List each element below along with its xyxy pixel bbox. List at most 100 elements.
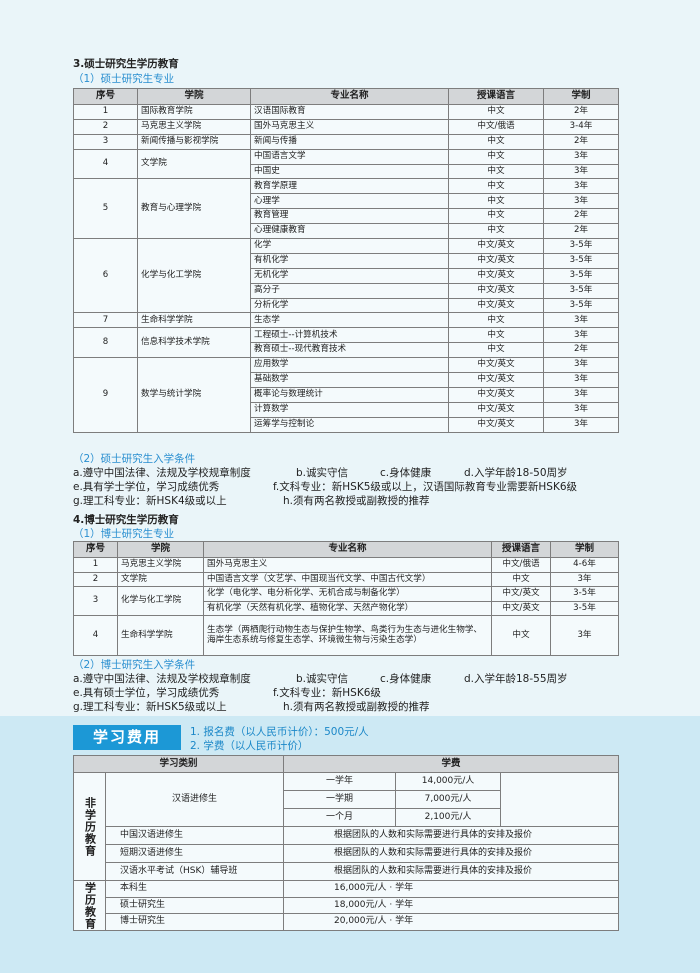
- duration-cell: 2年: [543, 133, 619, 150]
- category-cell: 中国汉语进修生: [104, 826, 285, 845]
- blank-cell: [500, 772, 620, 827]
- section-subheading: （2）硕士研究生入学条件: [73, 453, 196, 465]
- language-cell: 中文: [448, 312, 544, 329]
- table-row: 3 新闻传播与影视学院 新闻与传播 中文 2年: [73, 133, 619, 150]
- requirement-item: e.具有硕士学位，学习成绩优秀: [73, 687, 220, 699]
- table-row: 2 文学院 中国语言文学（文艺学、中国现当代文学、中国古代文学） 中文 3年: [73, 571, 619, 587]
- header-cell: 专业名称: [203, 541, 492, 558]
- table-row: 计算数学 中文/英文 3年: [74, 401, 619, 418]
- language-cell: 中文: [448, 148, 544, 165]
- fee-cell: 2,100元/人: [395, 808, 502, 827]
- major-cell: 新闻与传播: [250, 133, 449, 150]
- major-cell: 中国语言文学: [250, 148, 449, 165]
- fee-row: 非学历教育 汉语进修生 一学年 14,000元/人: [73, 772, 620, 881]
- major-cell: 生态学: [250, 312, 449, 329]
- language-cell: 中文/英文: [448, 252, 544, 269]
- table-row: 概率论与数理统计 中文/英文 3年: [74, 386, 619, 403]
- fee-cell: 根据团队的人数和实际需要进行具体的安排及报价: [283, 862, 620, 881]
- major-cell: 应用数学: [250, 357, 449, 374]
- duration-cell: 3年: [543, 327, 619, 344]
- section-subheading: （2）博士研究生入学条件: [73, 659, 196, 671]
- college-cell: 马克思主义学院: [137, 118, 251, 135]
- duration-cell: 2年: [543, 223, 619, 240]
- language-cell: 中文/英文: [491, 600, 551, 616]
- requirement-item: d.入学年龄18-50周岁: [464, 467, 568, 479]
- table-row: 心理健康教育 中文 2年: [74, 223, 619, 240]
- duration-cell: 3年: [543, 416, 619, 433]
- requirement-line: g.理工科专业：新HSK4级或以上 h.须有两名教授或副教授的推荐: [73, 493, 633, 507]
- category-cell: 短期汉语进修生: [104, 844, 285, 863]
- fee-cell: 根据团队的人数和实际需要进行具体的安排及报价: [283, 826, 620, 845]
- language-cell: 中文: [448, 327, 544, 344]
- college-cell: 生命科学学院: [117, 615, 204, 656]
- table-row: 9 数学与统计学院 应用数学 中文/英文 3年: [73, 357, 619, 433]
- major-cell: 生态学（两栖爬行动物生态与保护生物学、鸟类行为生态与进化生物学、海岸生态系统与修…: [203, 615, 492, 656]
- major-cell: 高分子: [250, 282, 449, 299]
- duration-cell: 3年: [543, 193, 619, 210]
- fee-row: 博士研究生 20,000元/人 · 学年: [74, 913, 620, 932]
- table-body: 学习类别 学费 非学历教育 汉语进修生 一学年 14,000元/人 一学期 7,000元/人一…: [72, 755, 620, 932]
- requirement-line: a.遵守中国法律、法规及学校规章制度 b.诚实守信 c.身体健康 d.入学年龄18-5…: [73, 671, 633, 685]
- major-cell: 汉语国际教育: [250, 104, 449, 120]
- language-cell: 中文: [448, 133, 544, 150]
- language-cell: 中文/英文: [491, 586, 551, 602]
- duration-cell: 3-5年: [543, 282, 619, 299]
- requirement-item: a.遵守中国法律、法规及学校规章制度: [73, 467, 251, 479]
- header-cell: 学院: [137, 88, 251, 105]
- table-row: 6 化学与化工学院 化学 中文/英文 3-5年: [73, 238, 619, 314]
- number-cell: 3: [73, 586, 118, 616]
- header-cell: 学制: [543, 88, 619, 105]
- duration-cell: 3-4年: [543, 118, 619, 135]
- language-cell: 中文: [491, 571, 551, 587]
- language-cell: 中文/俄语: [491, 557, 551, 573]
- language-cell: 中文/英文: [448, 386, 544, 403]
- fee-row: 短期汉语进修生 根据团队的人数和实际需要进行具体的安排及报价: [74, 844, 620, 863]
- requirement-item: b.诚实守信: [296, 673, 349, 685]
- requirement-item: c.身体健康: [380, 673, 432, 685]
- duration-cell: 4-6年: [550, 557, 619, 573]
- major-cell: 教育学原理: [250, 178, 449, 195]
- number-cell: 2: [73, 118, 138, 135]
- duration-cell: 3年: [550, 615, 619, 656]
- duration-cell: 3年: [543, 372, 619, 388]
- requirement-item: g.理工科专业：新HSK4级或以上: [73, 495, 227, 507]
- number-cell: 8: [73, 327, 138, 359]
- program-table: 序号 学院 专业名称 授课语言 学制 1 马克思主义学院 国外马克思主义 中文/俄语 4-6年 2 文…: [73, 541, 619, 656]
- table-row: 无机化学 中文/英文 3-5年: [74, 267, 619, 284]
- major-cell: 无机化学: [250, 267, 449, 284]
- major-cell: 基础数学: [250, 372, 449, 388]
- major-cell: 概率论与数理统计: [250, 386, 449, 403]
- language-cell: 中文: [491, 615, 551, 656]
- table-row: 4 生命科学学院 生态学（两栖爬行动物生态与保护生物学、鸟类行为生态与进化生物学、海…: [73, 615, 619, 656]
- major-cell: 中国语言文学（文艺学、中国现当代文学、中国古代文学）: [203, 571, 492, 587]
- major-cell: 运筹学与控制论: [250, 416, 449, 433]
- duration-cell: 3-5年: [543, 252, 619, 269]
- major-cell: 心理健康教育: [250, 223, 449, 240]
- major-cell: 有机化学: [250, 252, 449, 269]
- table-row: 2 马克思主义学院 国外马克思主义 中文/俄语 3-4年: [73, 118, 619, 135]
- college-cell: 数学与统计学院: [137, 357, 251, 433]
- college-cell: 生命科学学院: [137, 312, 251, 329]
- duration-cell: 3年: [543, 401, 619, 418]
- requirement-item: b.诚实守信: [296, 467, 349, 479]
- requirement-item: d.入学年龄18-55周岁: [464, 673, 568, 685]
- fee-note: 1. 报名费（以人民币计价）：500元/人: [190, 726, 369, 738]
- duration-cell: 3-5年: [550, 600, 619, 616]
- duration-cell: 2年: [543, 104, 619, 120]
- fee-badge: 学习费用: [73, 725, 181, 750]
- table-row: 7 生命科学学院 生态学 中文 3年: [73, 312, 619, 329]
- requirement-item: h.须有两名教授或副教授的推荐: [283, 495, 430, 507]
- major-cell: 心理学: [250, 193, 449, 210]
- table-body: 序号 学院 专业名称 授课语言 学制 1 马克思主义学院 国外马克思主义 中文/俄语 4-6年 2 文…: [73, 541, 619, 656]
- fee-row: 硕士研究生 18,000元/人 · 学年: [74, 896, 620, 915]
- number-cell: 5: [73, 178, 138, 240]
- header-cell: 授课语言: [491, 541, 551, 558]
- category-label: 非学历教育: [73, 772, 106, 881]
- college-cell: 国际教育学院: [137, 104, 251, 120]
- table-row: 5 教育与心理学院 教育学原理 中文 3年: [73, 178, 619, 240]
- college-cell: 马克思主义学院: [117, 557, 204, 573]
- fee-cell: 14,000元/人: [395, 772, 502, 791]
- duration-cell: 3-5年: [543, 297, 619, 314]
- duration-cell: 3年: [550, 571, 619, 587]
